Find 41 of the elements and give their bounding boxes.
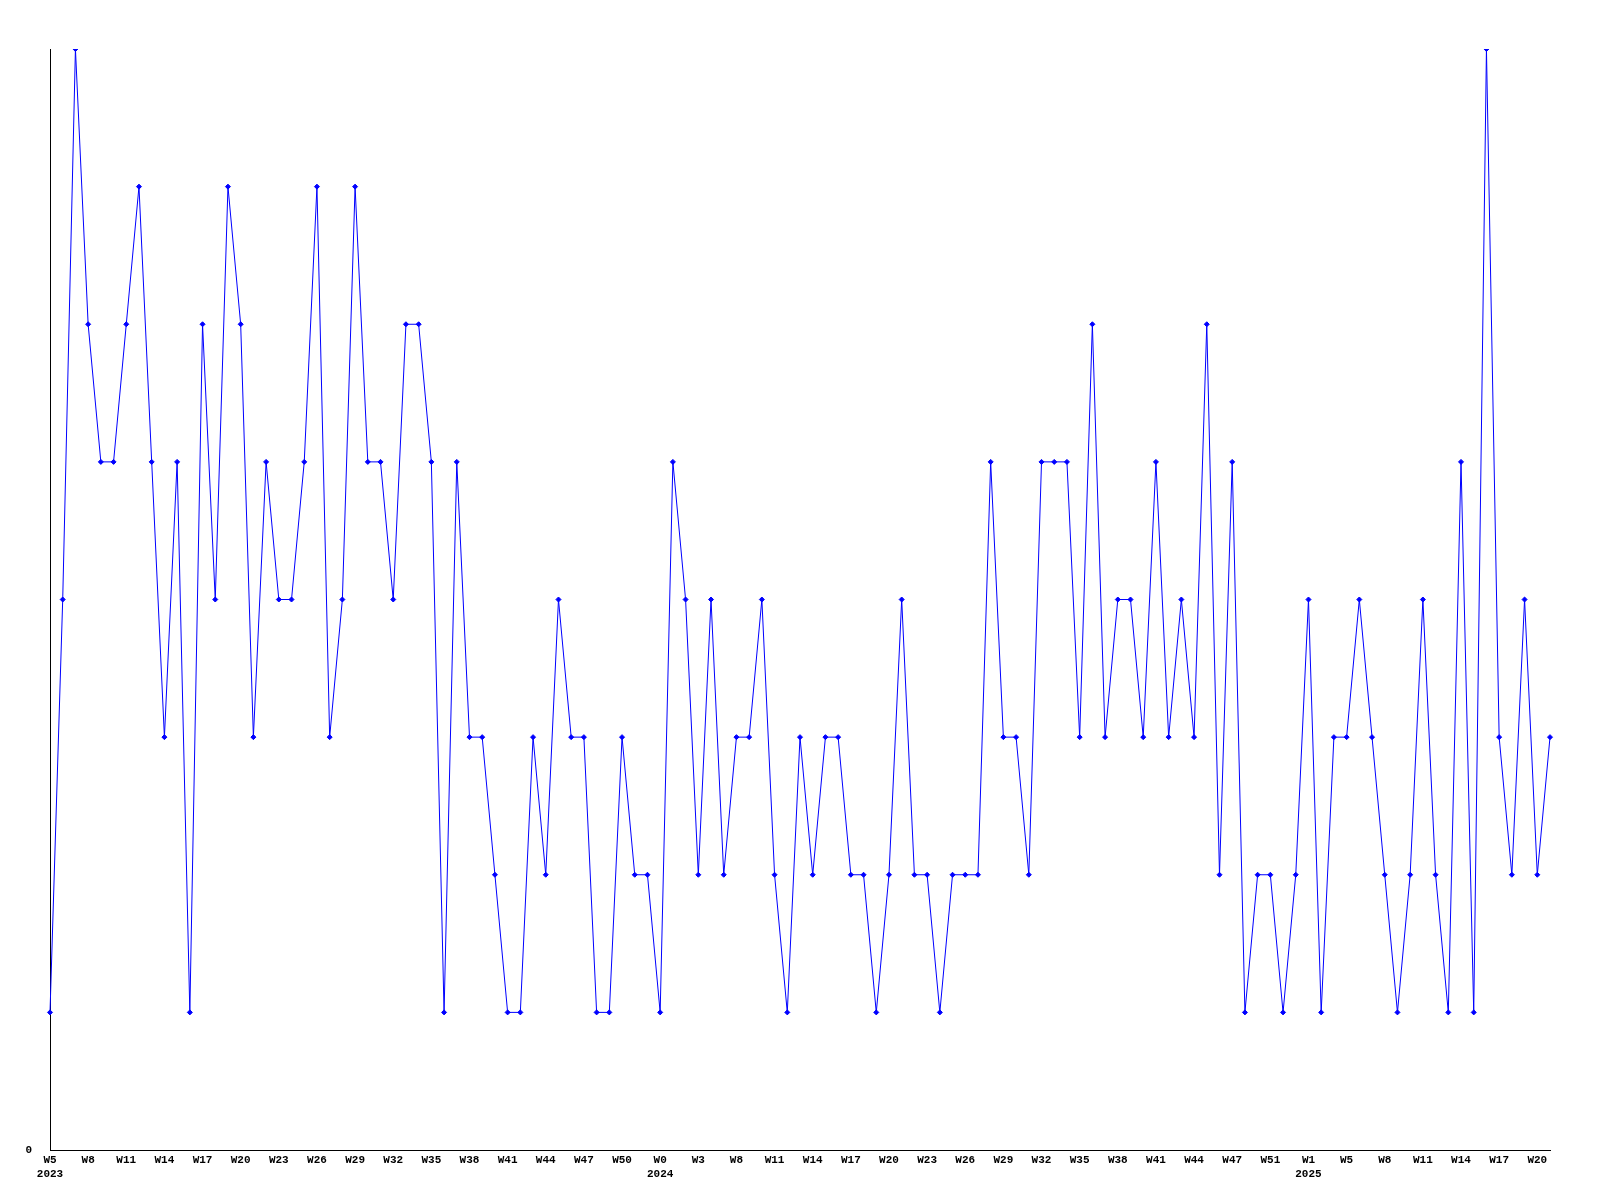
x-tick-label: W11 (764, 1154, 785, 1167)
x-tick-label: W14 (1451, 1154, 1472, 1167)
x-tick-label: W17 (1489, 1154, 1510, 1167)
x-tick-label: W5 2023 (36, 1154, 64, 1180)
x-tick-label: W35 (1069, 1154, 1090, 1167)
x-tick-label: W38 (459, 1154, 480, 1167)
x-tick-label: W20 (230, 1154, 251, 1167)
x-tick-label: W44 (1184, 1154, 1205, 1167)
x-tick-label: W32 (1031, 1154, 1052, 1167)
x-tick-label: W20 (879, 1154, 899, 1167)
x-tick-label: W17 (192, 1154, 213, 1167)
x-tick-label: W3 (691, 1154, 706, 1167)
x-tick-label: W44 (535, 1154, 557, 1167)
x-tick-label: W23 (268, 1154, 290, 1167)
x-tick-label: W32 (383, 1154, 404, 1167)
x-tick-label: W29 (345, 1154, 365, 1167)
x-tick-label: W5 (1340, 1154, 1354, 1167)
x-tick-label: W0 2024 (646, 1154, 674, 1180)
x-tick-label: W51 (1260, 1154, 1281, 1167)
x-tick-label: W47 (1222, 1154, 1243, 1167)
x-tick-label: W38 (1107, 1154, 1129, 1167)
x-tick-label: W26 (307, 1154, 327, 1167)
x-tick-label: W47 (573, 1154, 594, 1167)
x-tick-label: W35 (421, 1154, 442, 1167)
x-tick-label: W14 (154, 1154, 175, 1167)
x-tick-label: W8 (81, 1154, 96, 1167)
x-tick-label: W41 (1146, 1154, 1167, 1167)
x-tick-label: W8 (1378, 1154, 1392, 1167)
x-tick-label: W8 (729, 1154, 744, 1167)
x-tick-label: W50 (612, 1154, 632, 1167)
x-tick-label: W20 (1527, 1154, 1548, 1167)
x-tick-label: W17 (840, 1154, 861, 1167)
x-tick-label: W1 2025 (1295, 1154, 1323, 1180)
x-tick-label: W29 (993, 1154, 1014, 1167)
x-tick-label: W23 (917, 1154, 938, 1167)
x-tick-label: W11 (116, 1154, 137, 1167)
x-tick-label: W26 (955, 1154, 976, 1167)
x-tick-label: W11 (1412, 1154, 1434, 1167)
text: 0 (25, 1143, 32, 1156)
x-tick-label: W41 (497, 1154, 518, 1167)
x-tick-label: W14 (802, 1154, 824, 1167)
